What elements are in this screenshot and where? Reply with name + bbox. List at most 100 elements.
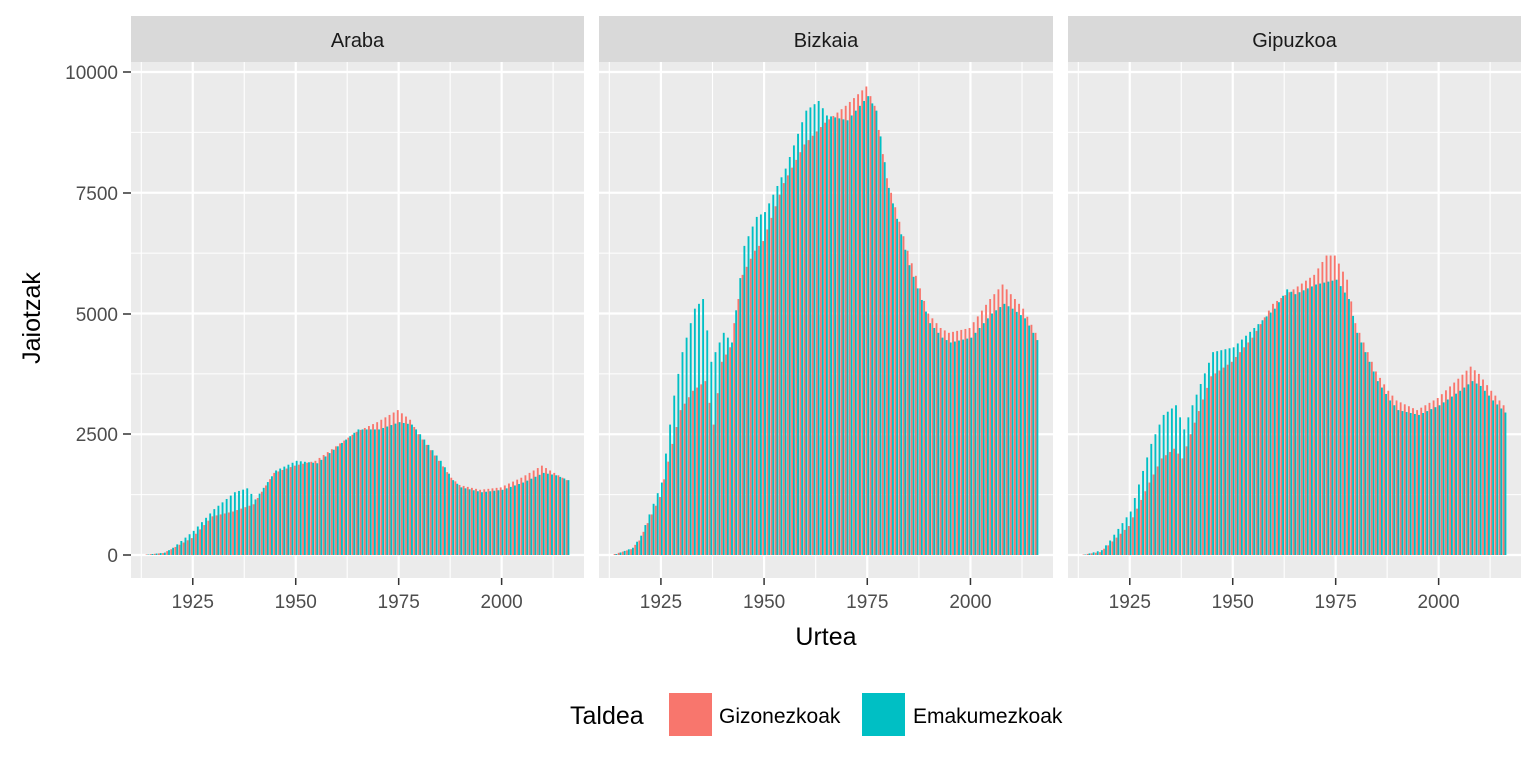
bar-female — [225, 498, 228, 555]
bar-female — [636, 541, 639, 555]
bar-male — [1193, 422, 1196, 555]
bar-male — [1321, 261, 1324, 555]
bar-female — [1088, 553, 1091, 555]
bar-female — [842, 119, 845, 556]
bar-female — [1298, 292, 1301, 555]
bar-male — [1490, 390, 1493, 555]
bar-male — [433, 455, 436, 555]
bar-female — [1488, 395, 1490, 555]
bar-male — [170, 549, 173, 555]
bar-male — [749, 258, 752, 555]
bar-female — [1343, 292, 1346, 555]
bar-female — [361, 429, 364, 555]
bar-female — [485, 491, 488, 555]
bar-male — [479, 489, 482, 555]
bar-female — [933, 327, 936, 555]
y-tick-label: 2500 — [76, 425, 118, 446]
bar-female — [353, 432, 356, 555]
bar-female — [1385, 394, 1387, 555]
x-ticks-gipuzkoa: 1925 1950 1975 2000 — [1109, 578, 1460, 613]
bar-male — [1234, 356, 1237, 555]
bar-female — [1092, 552, 1095, 555]
legend: Taldea Gizonezkoak Emakumezkoak — [570, 693, 1063, 736]
bar-male — [683, 403, 686, 555]
bar-male — [1177, 453, 1180, 555]
bar-female — [238, 490, 240, 555]
bar-female — [1475, 383, 1478, 555]
bar-male — [1469, 366, 1472, 555]
bar-female — [846, 120, 849, 556]
bar-female — [567, 480, 570, 555]
bar-male — [1123, 529, 1126, 555]
bar-female — [958, 340, 960, 555]
bar-male — [621, 551, 624, 555]
bar-male — [1030, 324, 1033, 555]
bar-female — [792, 145, 795, 555]
bar-female — [493, 490, 496, 555]
bar-male — [782, 183, 785, 555]
strip-label-bizkaia: Bizkaia — [794, 30, 859, 52]
bar-male — [894, 207, 897, 556]
bar-female — [978, 327, 981, 555]
bar-female — [266, 482, 269, 555]
bar-male — [372, 424, 374, 555]
bar-male — [985, 304, 987, 555]
bar-male — [1370, 361, 1373, 555]
x-tick-label: 1975 — [1315, 592, 1357, 613]
bar-male — [363, 427, 366, 555]
bar-male — [293, 465, 296, 555]
bar-female — [995, 310, 998, 555]
bar-male — [553, 472, 556, 555]
bar-male — [630, 549, 633, 555]
bar-male — [906, 250, 909, 555]
bar-male — [380, 419, 383, 555]
bar-female — [623, 550, 626, 555]
bar-female — [916, 288, 919, 555]
bar-female — [217, 505, 220, 555]
bar-female — [788, 157, 791, 555]
bar-male — [1358, 332, 1361, 555]
bar-female — [1463, 387, 1466, 555]
bar-female — [945, 340, 948, 555]
bar-female — [1133, 498, 1136, 555]
bar-female — [1208, 362, 1210, 555]
bar-male — [964, 328, 967, 555]
bar-male — [219, 514, 222, 555]
bar-female — [772, 194, 775, 555]
bar-female — [312, 462, 315, 555]
bar-male — [429, 450, 432, 555]
bar-female — [271, 476, 273, 555]
bar-male — [989, 299, 992, 555]
bar-male — [269, 479, 272, 555]
bar-female — [1269, 312, 1272, 555]
bar-female — [1166, 411, 1169, 555]
bar-male — [1107, 545, 1110, 555]
bar-female — [751, 226, 754, 555]
bar-male — [1432, 400, 1435, 555]
bar-male — [1325, 255, 1328, 556]
bar-female — [452, 480, 455, 555]
bar-male — [1412, 408, 1414, 555]
bar-female — [768, 203, 771, 555]
bar-female — [1100, 550, 1103, 555]
bar-male — [1346, 279, 1349, 555]
bar-male — [561, 477, 564, 555]
bar-male — [720, 361, 723, 555]
bar-female — [991, 313, 993, 555]
bar-male — [1210, 376, 1213, 555]
bar-male — [405, 416, 407, 555]
x-tick-label: 2000 — [1417, 592, 1459, 613]
bar-male — [881, 154, 884, 556]
bar-female — [1261, 320, 1264, 555]
bar-male — [557, 475, 560, 555]
bar-female — [250, 493, 253, 555]
bar-male — [413, 427, 416, 555]
bar-male — [1005, 289, 1008, 555]
bar-female — [854, 110, 857, 555]
bar-female — [1434, 407, 1437, 555]
bar-female — [797, 133, 799, 555]
bar-male — [1164, 455, 1167, 555]
x-tick-label: 2000 — [949, 592, 991, 613]
bar-male — [617, 552, 620, 555]
